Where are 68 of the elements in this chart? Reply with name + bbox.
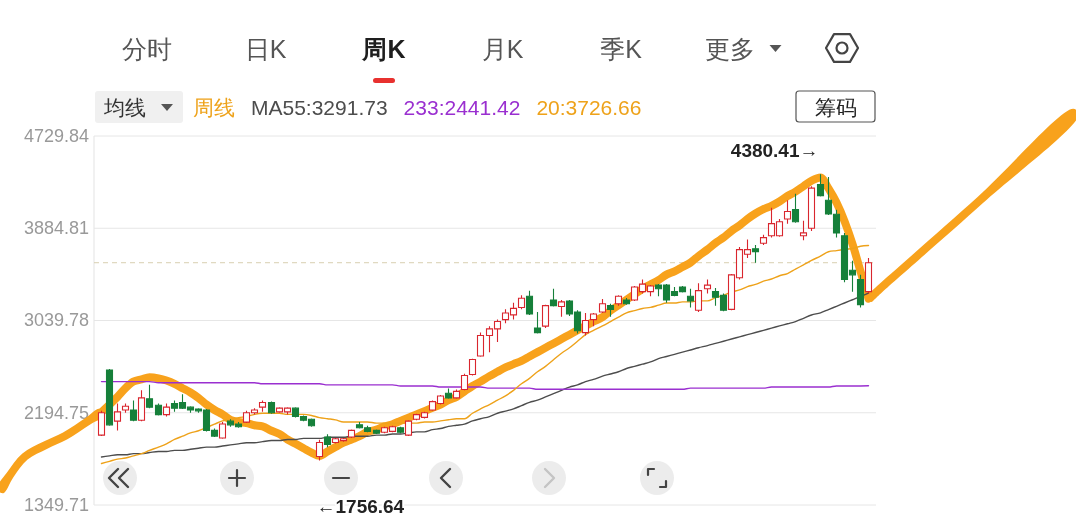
candlestick xyxy=(137,389,146,422)
candlestick xyxy=(703,278,712,295)
candlestick xyxy=(267,401,276,415)
candlestick xyxy=(218,421,227,440)
candlestick xyxy=(783,199,792,225)
y-tick-label: 3884.81 xyxy=(23,218,89,239)
candlestick xyxy=(476,332,485,358)
text: 日K xyxy=(244,35,287,63)
line-series xyxy=(100,380,870,390)
annotation: ←1756.64 xyxy=(316,496,405,516)
candlestick xyxy=(864,257,873,295)
text: 均线 xyxy=(103,95,146,119)
y-tick-label: 1349.71 xyxy=(23,495,89,515)
text: 周K xyxy=(361,35,406,63)
candlestick xyxy=(589,312,598,327)
candlestick xyxy=(347,428,356,439)
text: 233:2441.42 xyxy=(403,95,521,119)
text: 分时 xyxy=(122,35,172,63)
candlestick xyxy=(162,402,171,417)
y-tick-label: 4729.84 xyxy=(23,126,89,146)
text: 月K xyxy=(481,35,524,63)
candlestick xyxy=(759,234,768,246)
line-series xyxy=(100,292,870,458)
candlestick xyxy=(807,185,816,232)
candlestick xyxy=(622,297,631,306)
candlestick xyxy=(460,373,469,391)
y-tick-label: 2194.75 xyxy=(23,402,89,423)
candlestick xyxy=(154,402,163,417)
candlestick xyxy=(541,304,550,329)
legend-title: 周线 xyxy=(193,95,235,119)
candlestick xyxy=(468,358,477,377)
candlestick xyxy=(581,312,590,336)
candlestick xyxy=(816,173,825,198)
candlestick xyxy=(105,368,114,427)
candlestick xyxy=(557,299,566,318)
candlestick xyxy=(799,220,808,241)
candlestick xyxy=(517,294,526,310)
candlestick xyxy=(598,298,607,314)
candlestick xyxy=(121,402,130,414)
candlestick xyxy=(404,419,413,437)
candlestick xyxy=(258,400,267,413)
text: 20:3726.66 xyxy=(536,95,642,119)
text: MA55:3291.73 xyxy=(251,95,388,119)
candlestick xyxy=(145,384,154,409)
candlestick xyxy=(856,274,865,309)
candlestick xyxy=(525,290,534,316)
candlestick xyxy=(549,288,558,308)
candlestick xyxy=(452,388,461,400)
candlestick xyxy=(614,294,623,307)
candlestick xyxy=(315,439,324,462)
text: 更多 xyxy=(704,35,755,63)
y-tick-label: 3039.78 xyxy=(23,310,89,331)
candlestick xyxy=(751,244,760,264)
candlestick xyxy=(533,311,542,335)
candlestick xyxy=(372,428,381,435)
candlestick xyxy=(444,387,453,400)
candlestick xyxy=(97,410,106,437)
text: 筹码 xyxy=(814,95,857,119)
candlestick xyxy=(396,426,405,434)
annotation: 4380.41→ xyxy=(730,139,819,161)
candlestick xyxy=(694,282,703,313)
candlestick xyxy=(686,288,695,309)
candlestick xyxy=(606,303,615,318)
candlestick xyxy=(791,193,800,224)
candlestick xyxy=(129,400,138,422)
candlestick xyxy=(323,433,332,448)
text: 季K xyxy=(600,35,643,63)
candlestick xyxy=(113,402,122,431)
